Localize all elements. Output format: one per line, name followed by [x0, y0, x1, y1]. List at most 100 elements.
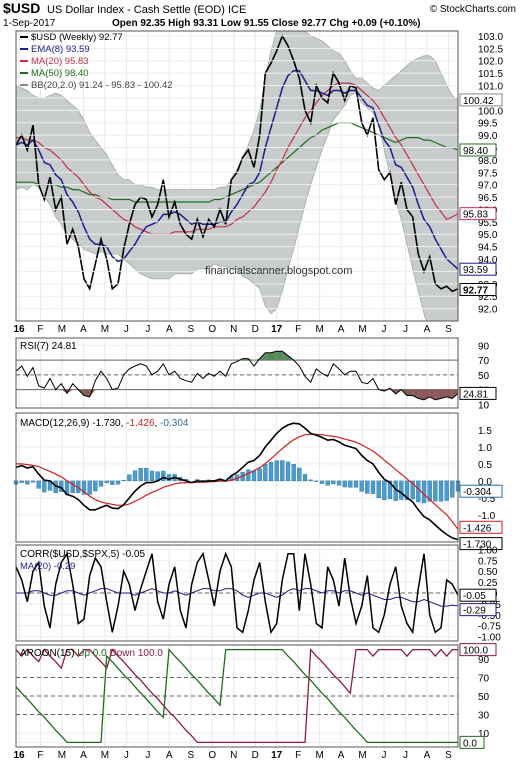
macd-histogram-bar — [285, 461, 291, 482]
month-label-16: M — [358, 750, 366, 761]
price-last-value-3-box — [459, 262, 497, 276]
rsi-overbought-fill — [265, 352, 271, 361]
rsi-oversold-fill — [441, 389, 447, 399]
corr-y-tick-label: -1.00 — [478, 633, 501, 644]
macd-hist-last-value-box — [459, 484, 503, 498]
corr-last-value-box — [459, 588, 497, 602]
macd-y-tick-label: 0.5 — [478, 460, 492, 471]
aroon-y-tick-label: 50 — [478, 692, 490, 703]
month-label-5: J — [124, 750, 129, 761]
month-label-11: D — [252, 324, 259, 335]
ema8-line — [16, 69, 458, 270]
macd-histogram-bar — [70, 480, 75, 493]
month-label-19: A — [424, 324, 431, 335]
corr-ma-last-value: -0.29 — [463, 606, 486, 617]
macd-histogram-bar — [115, 480, 121, 485]
macd-histogram-bar — [302, 474, 308, 482]
macd-y-tick-label: 1.5 — [478, 426, 492, 437]
aroon-y-tick-label: 10 — [478, 729, 490, 740]
price-y-tick-label: 102.5 — [478, 44, 503, 55]
macd-histogram-bar — [127, 474, 132, 482]
macd-histogram-bar — [257, 468, 262, 482]
macd-title-part: -0.304 — [160, 418, 189, 429]
macd-last-value: -1.730 — [463, 540, 492, 551]
month-label-1: F — [37, 324, 43, 335]
corr-y-tick-label: 0.50 — [478, 567, 498, 578]
macd-histogram-bar — [30, 480, 36, 483]
rsi-oversold-fill — [446, 389, 453, 399]
macd-histogram-bar — [166, 474, 172, 482]
corr-y-tick-label: 1.00 — [478, 545, 498, 556]
macd-histogram-bar — [19, 480, 24, 483]
ma50-line — [16, 122, 458, 203]
price-last-value-4-box — [459, 283, 497, 297]
month-label-5: J — [124, 324, 129, 335]
macd-histogram-bar — [399, 480, 404, 500]
rsi-oversold-fill — [407, 389, 413, 396]
month-label-8: S — [187, 750, 194, 761]
macd-histogram-bar — [246, 469, 251, 482]
macd-title-part: , — [155, 418, 161, 429]
month-label-6: J — [145, 750, 150, 761]
price-y-tick-label: 95.5 — [478, 218, 498, 229]
corr-ma-legend: MA(20) -0.29 — [20, 561, 75, 572]
month-label-12: 17 — [271, 324, 283, 335]
month-label-7: A — [166, 750, 173, 761]
month-label-13: F — [295, 324, 301, 335]
price-y-tick-label: 102.0 — [478, 57, 503, 68]
macd-histogram-bar — [93, 480, 98, 492]
macd-histogram-bar — [314, 480, 319, 482]
macd-histogram-bar — [376, 480, 381, 499]
rsi-oversold-fill — [418, 389, 424, 400]
price-y-tick-label: 94.0 — [478, 255, 498, 266]
macd-line — [15, 422, 459, 541]
macd-histogram-bar — [359, 480, 364, 492]
macd-histogram-bar — [297, 467, 302, 482]
month-label-4: M — [101, 750, 109, 761]
price-y-tick-label: 97.5 — [478, 168, 498, 179]
price-last-value-0: 100.42 — [463, 96, 494, 107]
aroon-down-line — [15, 647, 458, 744]
price-y-tick-label: 92.0 — [478, 305, 498, 316]
rsi-overbought-fill — [282, 351, 288, 361]
month-label-11: D — [252, 750, 259, 761]
corr-y-tick-label: -0.75 — [478, 622, 501, 633]
legend-item-0: $USD (Weekly) 92.77 — [31, 32, 123, 43]
macd-histogram-bar — [149, 470, 155, 482]
aroon-up-last-value-box — [459, 735, 485, 749]
macd-histogram-bar — [342, 480, 347, 488]
price-panel-border — [15, 30, 459, 322]
macd-last-value-box — [459, 537, 503, 551]
macd-histogram-bar — [438, 480, 444, 502]
legend-item-1: EMA(8) 93.59 — [31, 44, 90, 55]
macd-signal-line — [16, 433, 459, 530]
corr-ma-last-value-box — [459, 603, 497, 617]
price-y-tick-label: 100.0 — [478, 106, 503, 117]
macd-y-tick-label: 1.0 — [478, 443, 492, 454]
macd-histogram-bar — [416, 480, 421, 503]
corr-last-value: -0.05 — [463, 591, 486, 602]
macd-histogram-bar — [138, 468, 143, 482]
copyright: © StockCharts.com — [430, 4, 516, 15]
rsi-oversold-fill — [84, 389, 90, 397]
macd-histogram-bar — [308, 479, 313, 482]
rsi-y-tick-label: 50 — [478, 371, 490, 382]
aroon-y-tick-label: 30 — [478, 711, 490, 722]
aroon-title-part: Down 100.0 — [109, 648, 163, 659]
price-y-tick-label: 101.5 — [478, 69, 503, 80]
rsi-title: RSI(7) 24.81 — [20, 341, 77, 352]
macd-y-tick-label: 0.0 — [478, 477, 492, 488]
month-label-1: F — [37, 750, 43, 761]
legend-item-3: MA(50) 98.40 — [31, 68, 89, 79]
macd-histogram-bar — [42, 480, 47, 493]
price-last-value-2: 95.83 — [463, 210, 488, 221]
corr-y-tick-label: -0.50 — [478, 611, 501, 622]
date-label: 1-Sep-2017 — [3, 18, 56, 29]
macd-histogram-bar — [110, 480, 115, 485]
macd-title-part: MACD(12,26,9) -1.730, — [20, 418, 126, 429]
macd-histogram-bar — [274, 460, 279, 482]
aroon-title-part: AROON(15) — [20, 648, 77, 659]
price-y-tick-label: 96.5 — [478, 193, 498, 204]
macd-histogram-bar — [404, 480, 410, 501]
